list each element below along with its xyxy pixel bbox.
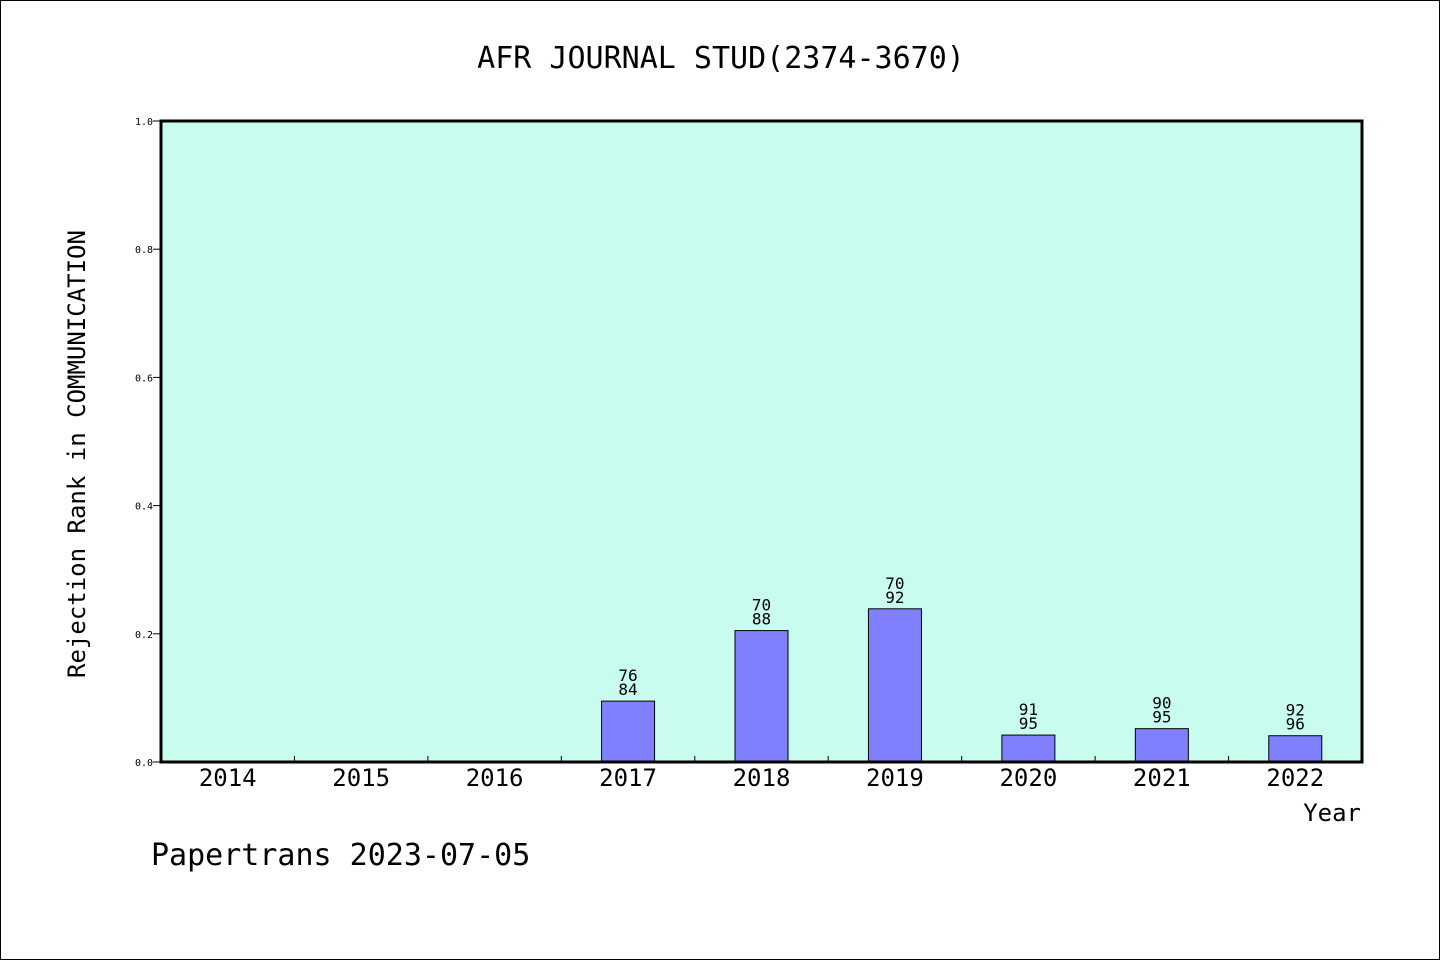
bar-label-upper: 92 bbox=[1286, 701, 1305, 720]
bar-label-upper: 91 bbox=[1019, 700, 1038, 719]
y-tick-label: 0.8 bbox=[135, 245, 153, 256]
x-tick-label: 2014 bbox=[199, 764, 257, 792]
bar-2021 bbox=[1134, 728, 1189, 763]
x-tick-label: 2016 bbox=[466, 764, 524, 792]
bar-label-upper: 76 bbox=[618, 666, 637, 685]
plot-border bbox=[159, 119, 1364, 764]
x-tick-label: 2018 bbox=[733, 764, 791, 792]
bar-label-upper: 70 bbox=[885, 574, 904, 593]
y-axis-ticks: 0.0 0.2 0.4 0.6 0.8 1.0 bbox=[135, 117, 161, 769]
x-tick-label: 2017 bbox=[599, 764, 657, 792]
bar-2019 bbox=[867, 608, 922, 763]
bar-label-upper: 90 bbox=[1152, 694, 1171, 713]
x-axis-label: Year bbox=[1303, 799, 1361, 827]
bar-2018 bbox=[734, 630, 789, 763]
y-tick-label: 0.2 bbox=[135, 630, 153, 641]
x-tick-label: 2022 bbox=[1266, 764, 1324, 792]
bar-label-lower: 95 bbox=[1152, 708, 1171, 727]
x-tick-label: 2021 bbox=[1133, 764, 1191, 792]
y-axis-label: Rejection Rank in COMMUNICATION bbox=[63, 230, 91, 678]
x-tick-label: 2019 bbox=[866, 764, 924, 792]
y-tick-label: 0.4 bbox=[135, 502, 153, 513]
bar-label-lower: 95 bbox=[1019, 714, 1038, 733]
bar-label-upper: 70 bbox=[752, 596, 771, 615]
bar-2022 bbox=[1268, 735, 1323, 763]
y-tick-label: 1.0 bbox=[135, 117, 153, 128]
bar-label-lower: 88 bbox=[752, 610, 771, 629]
chart-title: AFR JOURNAL STUD(2374-3670) bbox=[477, 41, 965, 76]
x-tick-label: 2020 bbox=[999, 764, 1057, 792]
bar-label-lower: 96 bbox=[1286, 715, 1305, 734]
bar-label-lower: 84 bbox=[618, 680, 637, 699]
x-axis-ticks: 2014 2015 2016 2017 2018 2019 2020 2021 2022 bbox=[199, 756, 1324, 792]
x-tick-label: 2015 bbox=[332, 764, 390, 792]
y-tick-label: 0.0 bbox=[135, 758, 153, 769]
y-tick-label: 0.6 bbox=[135, 373, 153, 384]
bar-2020 bbox=[1001, 734, 1056, 763]
bar-2017 bbox=[601, 700, 656, 763]
bars bbox=[601, 608, 1323, 763]
bar-label-lower: 92 bbox=[885, 588, 904, 607]
footer-text: Papertrans 2023-07-05 bbox=[151, 838, 530, 873]
